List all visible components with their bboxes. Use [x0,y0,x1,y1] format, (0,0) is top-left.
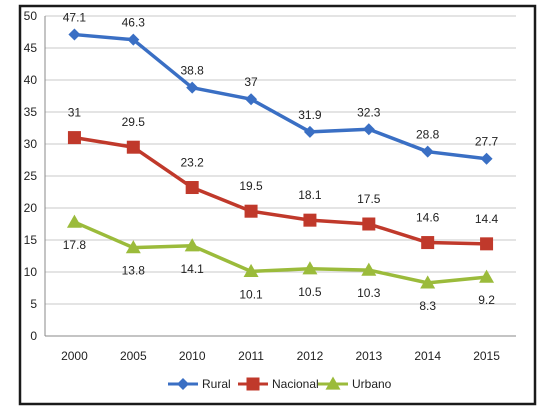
x-tick-label: 2010 [179,349,206,363]
data-label-rural: 32.3 [357,105,381,119]
y-tick-label: 50 [24,9,38,23]
data-point-rural [303,125,316,138]
data-label-nacional: 17.5 [357,192,381,206]
data-point-rural [245,93,258,106]
x-tick-label: 2000 [61,349,88,363]
data-label-nacional: 29.5 [122,115,146,129]
data-point-nacional [303,213,317,227]
data-label-nacional: 31 [68,106,82,120]
data-point-urbano [420,275,436,289]
data-point-rural [186,81,199,94]
y-tick-label: 15 [24,233,38,247]
x-tick-label: 2011 [238,349,264,363]
y-tick-label: 35 [24,105,38,119]
data-label-urbano: 10.5 [298,285,322,299]
chart-border [18,4,537,406]
data-label-nacional: 14.4 [475,212,499,226]
legend-item-nacional: Nacional [238,377,319,391]
data-point-nacional [362,217,376,231]
data-point-rural [421,145,434,158]
legend-label: Rural [202,377,231,391]
legend-label: Nacional [272,377,319,391]
y-tick-label: 30 [24,137,38,151]
data-point-nacional [126,140,140,154]
y-tick-label: 5 [30,297,37,311]
data-point-urbano [184,238,200,252]
data-label-urbano: 14.1 [181,262,205,276]
data-label-rural: 37 [244,75,258,89]
data-label-rural: 31.9 [298,108,322,122]
legend-marker [246,377,260,391]
data-point-urbano [479,269,495,283]
data-label-rural: 38.8 [181,64,205,78]
y-tick-label: 45 [24,41,38,55]
x-tick-label: 2012 [297,349,324,363]
y-tick-label: 20 [24,201,38,215]
series-line-rural [74,32,487,161]
legend-marker [177,378,189,390]
data-label-urbano: 17.8 [63,238,87,252]
x-tick-label: 2014 [414,349,441,363]
series-line-nacional [74,135,487,246]
x-tick-label: 2005 [120,349,147,363]
data-label-urbano: 9.2 [478,293,495,307]
data-label-urbano: 13.8 [122,264,146,278]
x-tick-label: 2015 [473,349,500,363]
data-point-rural [362,123,375,136]
data-label-nacional: 18.1 [298,188,322,202]
data-label-rural: 46.3 [122,16,146,30]
data-point-urbano [361,262,377,276]
data-label-rural: 27.7 [475,135,499,149]
data-label-urbano: 8.3 [419,299,436,313]
data-point-rural [480,152,493,165]
data-label-nacional: 14.6 [416,211,440,225]
data-point-nacional [244,204,258,218]
y-tick-label: 25 [24,169,38,183]
x-tick-label: 2013 [355,349,382,363]
data-point-rural [127,33,140,46]
data-label-urbano: 10.3 [357,286,381,300]
legend-label: Urbano [352,377,392,391]
data-label-rural: 47.1 [63,11,87,25]
data-label-rural: 28.8 [416,128,440,142]
data-point-urbano [302,261,318,275]
data-point-nacional [185,181,199,195]
data-label-nacional: 19.5 [239,179,263,193]
data-label-urbano: 10.1 [239,287,263,301]
data-point-nacional [421,236,435,250]
data-point-urbano [125,240,141,254]
data-point-nacional [480,237,494,251]
data-label-nacional: 23.2 [181,156,205,170]
legend-item-urbano: Urbano [318,376,392,391]
y-tick-label: 40 [24,73,38,87]
y-tick-label: 10 [24,265,38,279]
data-point-urbano [243,263,259,277]
series-line-urbano [73,220,487,285]
data-point-nacional [67,131,81,145]
data-point-urbano [66,214,82,228]
y-tick-label: 0 [30,329,37,343]
legend-item-rural: Rural [168,377,231,391]
data-point-rural [68,28,81,41]
legend-marker [325,376,341,390]
